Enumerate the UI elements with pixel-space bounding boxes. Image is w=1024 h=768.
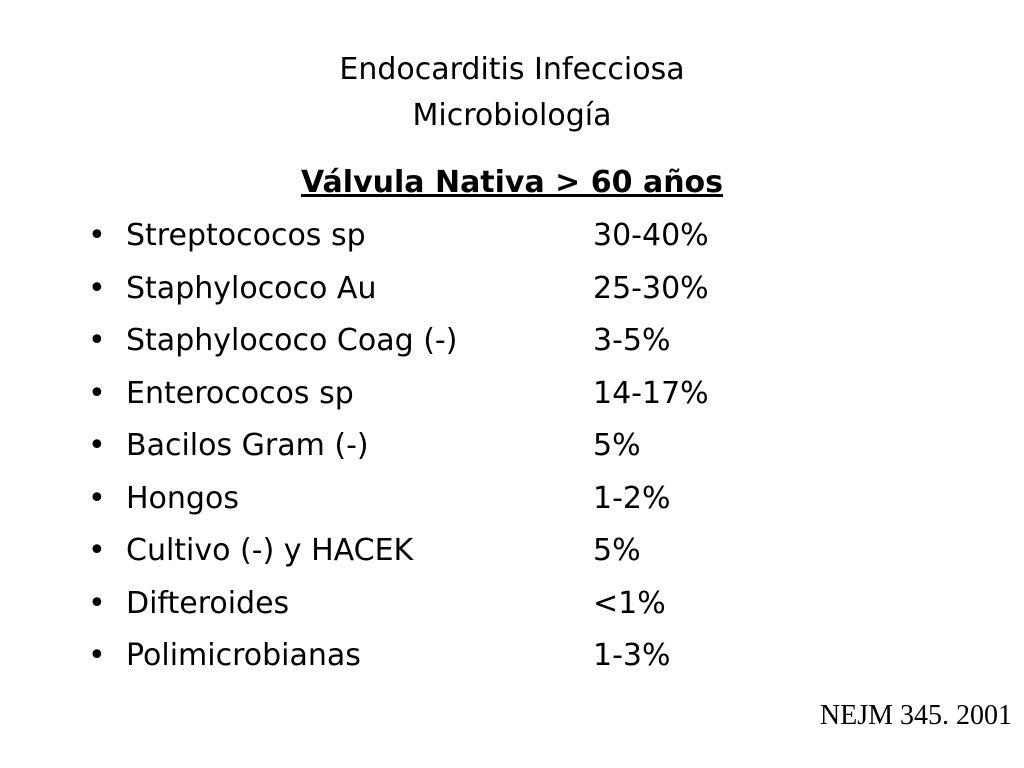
source: NEJM 345. 2001 <box>819 700 1012 731</box>
item-name: Streptococos sp <box>126 218 366 253</box>
item-value: 5% <box>593 533 641 568</box>
item-value: 1-2% <box>593 480 671 516</box>
subtitle: Válvula Nativa > 60 años <box>300 165 724 200</box>
bullet: • <box>88 428 106 463</box>
item-value: 1-3% <box>593 638 671 673</box>
item-name: Bacilos Gram (-) <box>126 428 369 463</box>
item-value: 5% <box>593 428 641 463</box>
bullet: • <box>88 585 106 621</box>
bullet: • <box>88 638 106 673</box>
item-name: Staphylococo Coag (-) <box>126 323 458 358</box>
item-name: Cultivo (-) y HACEK <box>126 533 414 568</box>
item-value: 3-5% <box>593 323 671 358</box>
item-name: Staphylococo Au <box>126 270 377 306</box>
item-name: Hongos <box>126 480 239 516</box>
bullet: • <box>88 323 106 358</box>
bullet: • <box>88 218 106 253</box>
item-value: 14-17% <box>593 375 709 411</box>
item-value: <1% <box>593 585 666 621</box>
title-line: Microbiología <box>412 98 612 133</box>
item-value: 25-30% <box>593 270 709 306</box>
item-name: Enterococos sp <box>126 375 354 411</box>
bullet: • <box>88 375 106 411</box>
item-value: 30-40% <box>593 218 709 253</box>
title-line: Endocarditis Infecciosa <box>339 52 685 87</box>
bullet: • <box>88 480 106 516</box>
item-name: Polimicrobianas <box>126 638 361 673</box>
bullet: • <box>88 533 106 568</box>
bullet: • <box>88 270 106 306</box>
item-name: Difteroides <box>126 585 290 621</box>
